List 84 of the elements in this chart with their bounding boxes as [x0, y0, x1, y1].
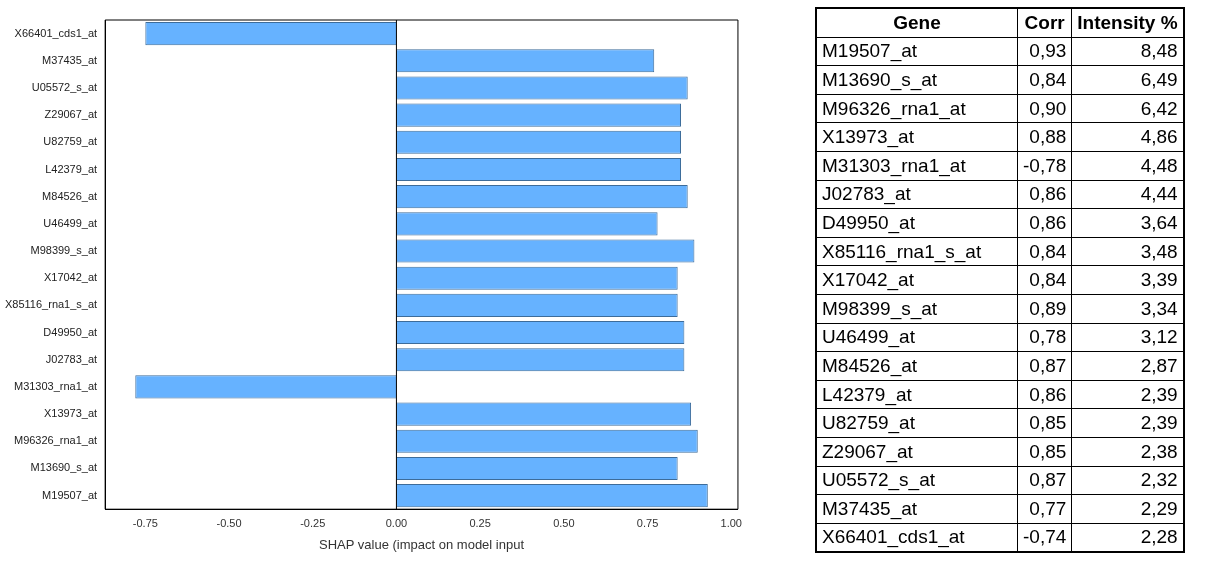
- y-tick-label: J02783_at: [45, 352, 98, 365]
- data-label: 0,85: [1017, 408, 1072, 438]
- data-label: 6,49: [1071, 65, 1184, 95]
- data-label: 3,12: [1071, 323, 1184, 352]
- data-label: 0,84: [1017, 265, 1072, 295]
- y-tick-label: U05572_s_at: [31, 80, 98, 93]
- data-label: 3,39: [1071, 265, 1184, 295]
- x-tick-label: 0.25: [469, 516, 491, 529]
- y-tick-label: M98399_s_at: [30, 244, 98, 257]
- data-label: 2,28: [1071, 523, 1184, 553]
- y-tick-label: M31303_rna1_at: [13, 379, 98, 392]
- x-tick-label: 0.00: [385, 516, 408, 529]
- data-label: 0,86: [1017, 180, 1072, 209]
- y-tick-label: X13973_at: [43, 407, 98, 420]
- category-label: Z29067_at: [816, 437, 1018, 466]
- data-label: 4,48: [1071, 151, 1184, 181]
- data-label: 0,93: [1017, 37, 1072, 66]
- category-label: X66401_cds1_at: [816, 523, 1018, 553]
- data-label: 2,38: [1071, 437, 1184, 466]
- category-label: J02783_at: [816, 180, 1018, 209]
- category-label: M84526_at: [816, 351, 1018, 381]
- data-label: 0,84: [1017, 65, 1072, 95]
- category-label: M96326_rna1_at: [816, 94, 1018, 123]
- category-label: M19507_at: [816, 37, 1018, 66]
- data-label: 2,39: [1071, 408, 1184, 438]
- data-label: 0,88: [1017, 122, 1072, 152]
- y-tick-label: U46499_at: [43, 216, 98, 229]
- data-label: 2,29: [1071, 494, 1184, 524]
- data-label: 4,86: [1071, 122, 1184, 152]
- data-label: 3,48: [1071, 237, 1184, 266]
- category-label: X13973_at: [816, 122, 1018, 152]
- category-label: U82759_at: [816, 408, 1018, 438]
- text: Gene: [816, 8, 1018, 38]
- data-label: 6,42: [1071, 94, 1184, 123]
- x-tick-label: 0.50: [553, 516, 575, 529]
- y-tick-label: D49950_at: [43, 325, 98, 338]
- x-tick-label: -0.50: [216, 516, 242, 529]
- data-label: 0,85: [1017, 437, 1072, 466]
- y-tick-label: Z29067_at: [44, 108, 98, 121]
- data-label: 0,78: [1017, 323, 1072, 352]
- x-axis-title: SHAP value (impact on model input: [319, 536, 525, 552]
- data-label: 8,48: [1071, 37, 1184, 66]
- y-tick-label: X66401_cds1_at: [14, 26, 98, 39]
- category-label: M31303_rna1_at: [816, 151, 1018, 181]
- y-tick-label: X85116_rna1_s_at: [5, 298, 98, 311]
- category-label: L42379_at: [816, 380, 1018, 409]
- category-label: M13690_s_at: [816, 65, 1018, 95]
- category-label: M98399_s_at: [816, 294, 1018, 324]
- data-label: 0,89: [1017, 294, 1072, 324]
- legend-label: Intensity %: [1071, 8, 1184, 38]
- x-tick-label: -0.75: [132, 516, 158, 529]
- data-label: 0,90: [1017, 94, 1072, 123]
- data-label: 0,84: [1017, 237, 1072, 266]
- data-label: 2,87: [1071, 351, 1184, 381]
- data-label: -0,78: [1017, 151, 1072, 181]
- y-tick-label: X17042_at: [43, 271, 98, 284]
- y-tick-label: U82759_at: [43, 135, 98, 148]
- data-label: 4,44: [1071, 180, 1184, 209]
- category-label: M37435_at: [816, 494, 1018, 524]
- data-label: -0,74: [1017, 523, 1072, 553]
- x-tick-label: 0.75: [636, 516, 659, 529]
- y-tick-label: M37435_at: [42, 53, 98, 66]
- category-label: U05572_s_at: [816, 466, 1018, 495]
- y-tick-label: M19507_at: [42, 488, 98, 501]
- category-label: X85116_rna1_s_at: [816, 237, 1018, 266]
- data-label: 0,87: [1017, 351, 1072, 381]
- category-label: U46499_at: [816, 323, 1018, 352]
- y-tick-label: L42379_at: [45, 162, 98, 175]
- y-tick-label: M96326_rna1_at: [13, 434, 98, 447]
- y-tick-label: M13690_s_at: [30, 461, 98, 474]
- data-label: 2,32: [1071, 466, 1184, 495]
- x-tick-label: 1.00: [720, 516, 742, 529]
- data-label: 0,86: [1017, 208, 1072, 238]
- category-label: D49950_at: [816, 208, 1018, 238]
- y-tick-label: M84526_at: [42, 189, 98, 202]
- x-tick-label: -0.25: [300, 516, 326, 529]
- text: Corr: [1017, 8, 1072, 38]
- data-label: 0,77: [1017, 494, 1072, 524]
- data-label: 0,86: [1017, 380, 1072, 409]
- data-label: 2,39: [1071, 380, 1184, 409]
- data-label: 0,87: [1017, 466, 1072, 495]
- data-label: 3,34: [1071, 294, 1184, 324]
- data-label: 3,64: [1071, 208, 1184, 238]
- category-label: X17042_at: [816, 265, 1018, 295]
